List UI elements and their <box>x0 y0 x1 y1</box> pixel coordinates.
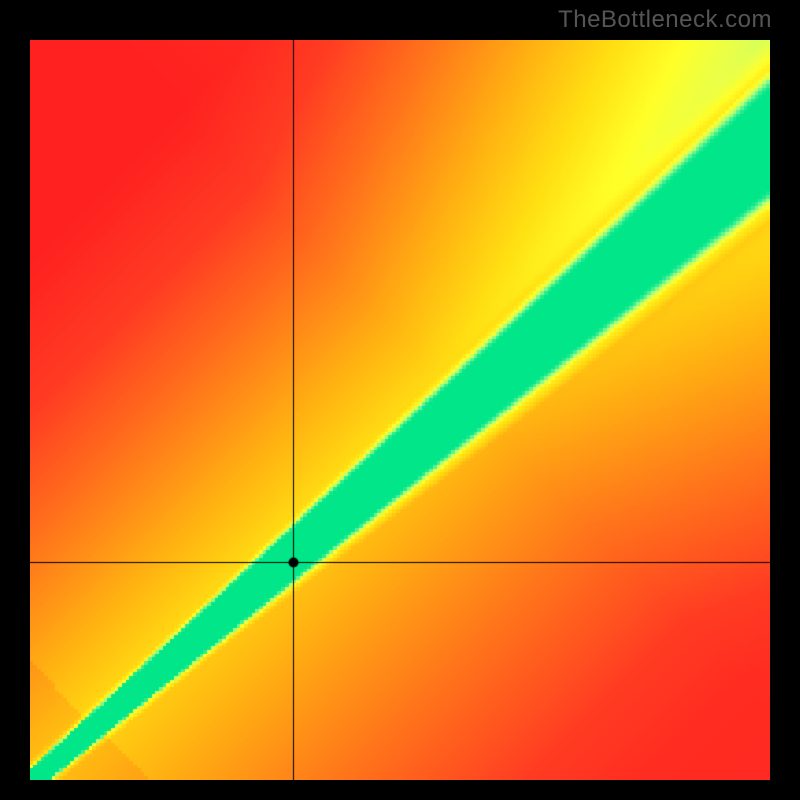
chart-container: TheBottleneck.com <box>0 0 800 800</box>
watermark-text: TheBottleneck.com <box>558 6 772 34</box>
bottleneck-heatmap-canvas <box>30 40 770 780</box>
